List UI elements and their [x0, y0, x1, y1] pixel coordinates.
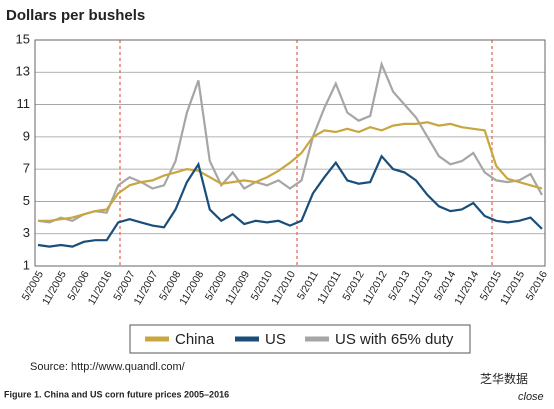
- source: Source: http://www.quandl.com/: [30, 361, 186, 373]
- legend-box: [129, 324, 471, 354]
- series-line: [37, 60, 543, 224]
- x-tick-label: 5/2016: [524, 269, 551, 303]
- plot-frame: [34, 39, 546, 267]
- legend-label: US with 65% duty: [335, 331, 454, 348]
- watermark: 芝华数据: [480, 371, 528, 386]
- y-tick-label: 5: [23, 193, 30, 208]
- legend-label: US: [265, 331, 286, 348]
- y-tick-label: 1: [23, 257, 30, 272]
- series-line: [37, 154, 543, 248]
- y-tick-label: 7: [23, 161, 30, 176]
- caption: Figure 1. China and US corn future price…: [4, 389, 229, 399]
- y-tick-label: 3: [23, 225, 30, 240]
- y-tick-label: 15: [16, 31, 30, 46]
- y-tick-label: 9: [23, 128, 30, 143]
- legend-label: China: [175, 331, 215, 348]
- dashed-markers: [119, 40, 493, 266]
- watermark-sub: close: [518, 391, 544, 403]
- chart-title: Dollars per bushels: [6, 7, 145, 24]
- series-line: [38, 121, 543, 222]
- y-tick-label: 13: [16, 64, 30, 79]
- y-tick-label: 11: [17, 96, 31, 111]
